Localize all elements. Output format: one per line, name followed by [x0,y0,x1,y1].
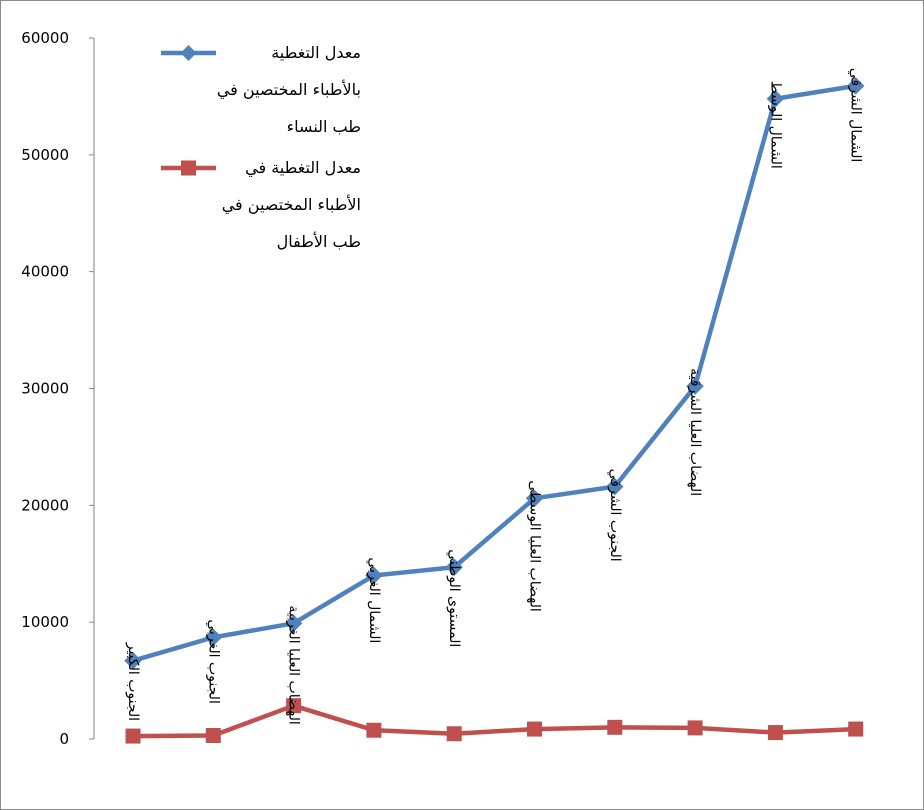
y-axis: 0 10000 20000 30000 40000 50000 60000 [21,29,95,748]
data-point-diamond [365,566,383,585]
category-label: الجنوب الكبير [125,642,141,721]
legend-marker-diamond [180,45,197,61]
legend-label: طب النساء [287,117,361,136]
legend-label: طب الأطفال [277,231,361,251]
legend: معدل التغطية بالأطباء المختصين في طب النسا… [161,43,361,251]
category-labels: الجنوب الكبير الجنوب الغربي الهضاب العليا … [125,68,864,725]
data-point-diamond [445,558,463,576]
y-tick-label: 0 [59,730,69,748]
data-point-square [366,722,382,738]
data-point-square [125,728,141,744]
category-label: الجنوب الغربي [205,619,221,703]
category-label: الجنوب الشرقي [607,469,623,562]
y-tick-label: 50000 [21,146,69,164]
data-point-square [446,726,462,742]
data-point-square [527,721,542,737]
category-label: الشمال الغربي [366,557,382,643]
legend-label: الأطباء المختصين في [222,194,361,215]
data-point-square [205,727,221,743]
category-label: المستوى الوطني [446,549,462,647]
y-tick-label: 40000 [21,263,69,281]
data-point-square [687,720,703,736]
series-line-1 [132,83,857,663]
data-point-square [607,719,623,735]
data-point-diamond [606,477,624,496]
series-lines [132,83,857,739]
category-label: الشمال الوسط [767,81,783,169]
data-point-diamond [525,489,544,508]
y-tick-label: 10000 [21,613,69,631]
data-point-square [286,698,302,714]
series-markers [124,77,865,744]
data-point-square [848,721,864,737]
data-point-diamond [284,614,303,633]
legend-label: معدل التغطية في [245,158,361,178]
category-label: الهضاب العليا الوسطى [527,480,543,611]
category-label: الهضاب العليا الشرقية [687,368,703,496]
series-line-2 [132,703,856,739]
y-tick-label: 20000 [21,496,69,514]
data-point-diamond [204,628,223,647]
legend-label: بالأطباء المختصين في [217,79,361,100]
category-label: الهضاب العليا الغربية [286,605,302,724]
data-point-square [767,725,783,741]
category-label: الشمال الشرقي [848,68,864,162]
data-point-diamond [846,77,865,95]
y-tick-label: 30000 [21,380,69,398]
legend-marker-square [181,160,196,176]
data-point-diamond [686,377,704,395]
y-tick-label: 60000 [21,29,69,47]
legend-label: معدل التغطية [271,43,361,62]
data-point-diamond [124,652,142,670]
data-point-diamond [766,90,785,108]
